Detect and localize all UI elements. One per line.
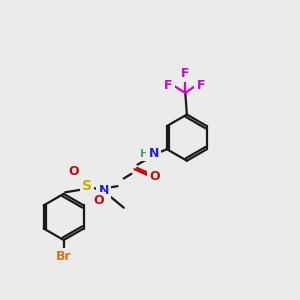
Text: O: O	[93, 194, 104, 207]
Text: O: O	[68, 165, 79, 178]
Text: Br: Br	[56, 250, 71, 263]
Text: N: N	[148, 147, 159, 160]
Text: H: H	[140, 149, 149, 159]
Text: O: O	[149, 170, 160, 183]
Text: N: N	[98, 184, 109, 197]
Text: S: S	[82, 179, 92, 193]
Text: F: F	[181, 67, 190, 80]
Text: F: F	[164, 79, 172, 92]
Text: F: F	[196, 79, 205, 92]
